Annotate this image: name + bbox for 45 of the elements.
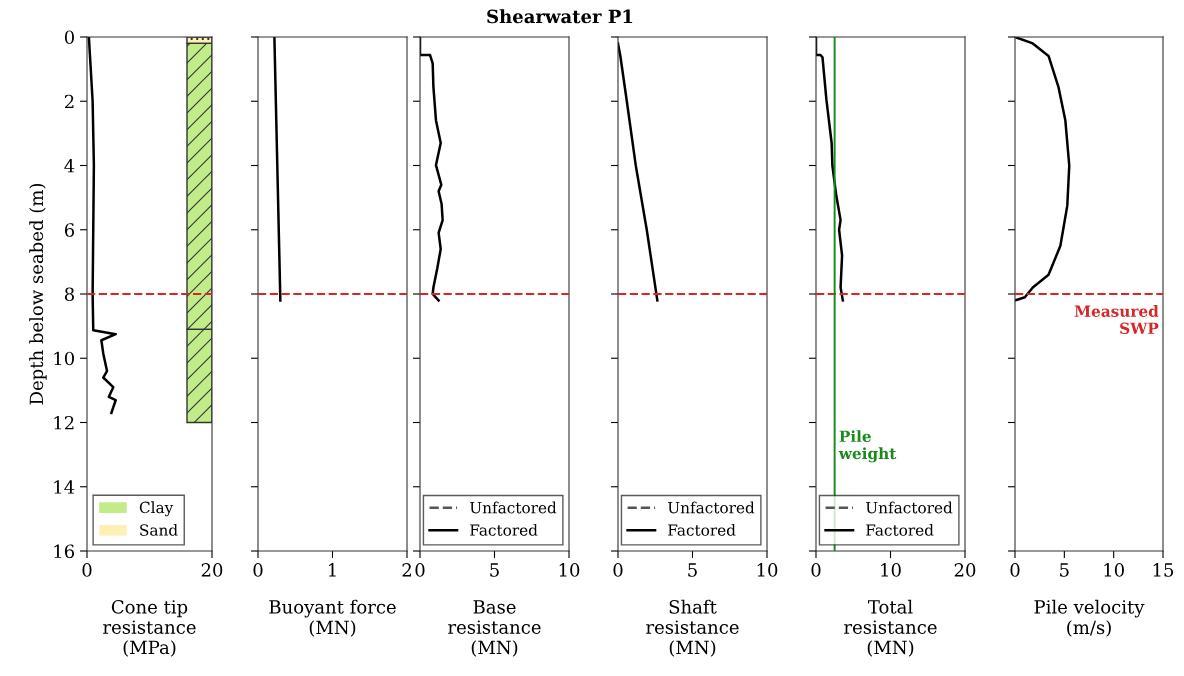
x-tick-label: 20: [201, 563, 223, 577]
x-tick-label: 15: [1153, 563, 1174, 577]
y-tick-label: 12: [54, 415, 74, 430]
y-axis-title: Depth below seabed (m): [29, 183, 47, 405]
y-tick-label: 8: [64, 287, 74, 302]
y-tick-label: 14: [54, 480, 75, 494]
ref-line-label: Measured SWP: [1074, 305, 1159, 335]
x-tick-label: 0: [415, 563, 425, 577]
x-tick-label: 0: [1010, 563, 1020, 577]
y-tick-label: 0: [64, 30, 74, 45]
x-tick-label: 10: [559, 563, 580, 577]
legend-label: Unfactored: [470, 501, 557, 514]
legend-label: Unfactored: [866, 501, 953, 514]
x-tick-label: 10: [881, 563, 901, 577]
legend-label: Unfactored: [668, 501, 755, 514]
x-tick-label: 0: [811, 563, 821, 577]
x-axis-title: Cone tip resistance (MPa): [103, 600, 196, 657]
x-axis-title: Buoyant force (MN): [269, 599, 396, 637]
x-tick-label: 5: [490, 563, 499, 577]
legend-label: Factored: [866, 523, 934, 536]
y-tick-label: 10: [54, 351, 74, 366]
x-tick-label: 20: [954, 563, 976, 577]
legend-label: Factored: [668, 523, 736, 536]
x-tick-label: 0: [82, 563, 92, 577]
legend-label: Sand: [140, 523, 178, 536]
y-tick-label: 4: [64, 158, 75, 173]
y-tick-label: 6: [64, 223, 75, 237]
y-tick-label: 16: [54, 544, 75, 559]
x-axis-title: Shaft resistance (MN): [646, 599, 739, 657]
legend-label: Clay: [139, 501, 174, 517]
x-tick-label: 5: [1060, 563, 1069, 577]
x-tick-label: 0: [613, 563, 623, 577]
y-tick-label: 2: [64, 94, 74, 109]
x-tick-label: 10: [757, 563, 778, 577]
x-tick-label: 0: [253, 563, 263, 577]
ref-line-label: Pile weight: [838, 430, 897, 463]
x-tick-label: 2: [402, 563, 411, 577]
legend-label: Factored: [470, 523, 538, 536]
x-axis-title: Total resistance (MN): [844, 599, 937, 657]
chart-title: Shearwater P1: [487, 9, 633, 24]
x-axis-title: Base resistance (MN): [448, 600, 541, 657]
x-tick-label: 5: [688, 563, 697, 577]
x-tick-label: 10: [1104, 563, 1124, 577]
x-axis-title: Pile velocity (m/s): [1034, 599, 1145, 637]
x-tick-label: 1: [328, 563, 336, 577]
